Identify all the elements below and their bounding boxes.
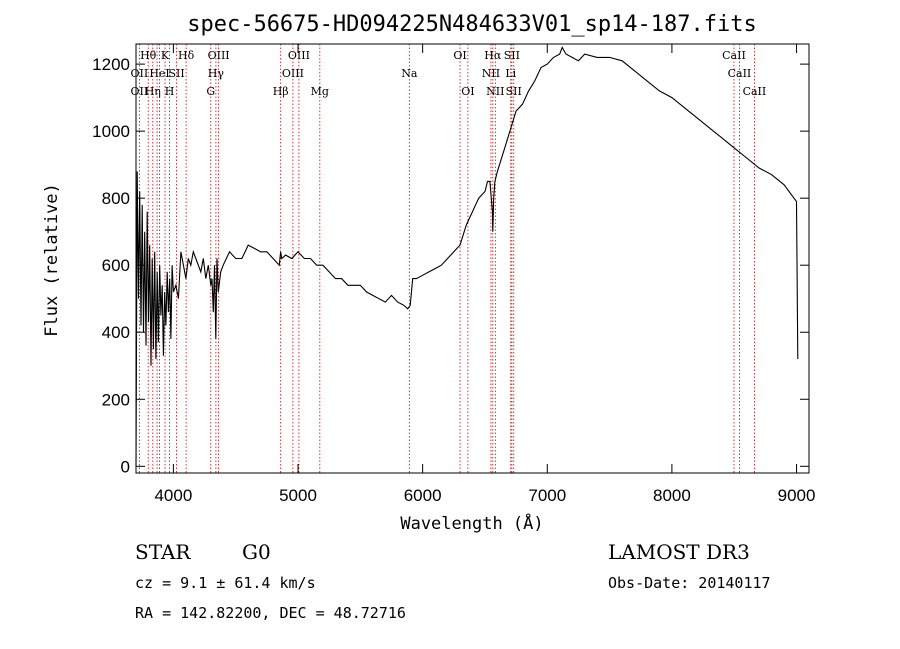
line-label: OII: [131, 85, 149, 98]
line-label: CaII: [743, 85, 767, 98]
line-label: H: [165, 85, 175, 98]
line-label: Hη: [145, 85, 161, 98]
x-tick-label: 9000: [778, 486, 816, 505]
y-tick-label: 1200: [92, 55, 130, 74]
line-label: Hγ: [208, 67, 225, 80]
x-tick-label: 7000: [528, 486, 566, 505]
redshift-readout: cz = 9.1 ± 61.4 km/s: [135, 574, 316, 592]
observation-date: Obs-Date: 20140117: [608, 574, 771, 592]
y-axis-title: Flux (relative): [42, 183, 62, 337]
line-label: CaII: [722, 49, 746, 62]
line-label: NII: [486, 85, 504, 98]
spectrum-series-line: [135, 46, 799, 467]
line-label: CaII: [728, 67, 752, 80]
x-axis: 4000 5000 6000 7000 8000 9000: [154, 44, 815, 505]
y-tick-label: 200: [102, 390, 130, 409]
y-tick-label: 1000: [92, 122, 130, 141]
plot-frame: [135, 43, 810, 474]
line-label: OI: [461, 85, 474, 98]
survey-name: LAMOST DR3: [608, 540, 750, 564]
coordinates-readout: RA = 142.82200, DEC = 48.72716: [135, 604, 406, 622]
line-label: OIII: [288, 49, 310, 62]
y-tick-label: 400: [102, 323, 130, 342]
line-label: NII: [482, 67, 500, 80]
line-label: SII: [504, 49, 520, 62]
line-label: SII: [169, 67, 185, 80]
line-label: Hα: [484, 49, 502, 62]
line-label: OII: [131, 67, 149, 80]
x-tick-label: 5000: [279, 486, 317, 505]
object-class: STAR: [135, 540, 191, 564]
x-axis-title: Wavelength (Å): [400, 512, 543, 534]
line-label: OI: [453, 49, 466, 62]
line-label: HeI: [149, 67, 169, 80]
line-label: OIII: [208, 49, 230, 62]
y-tick-label: 600: [102, 256, 130, 275]
line-label: Hθ: [140, 49, 157, 62]
x-tick-label: 8000: [653, 486, 691, 505]
line-label: Na: [401, 67, 418, 80]
chart-title: spec-56675-HD094225N484633V01_sp14-187.f…: [187, 12, 757, 37]
line-label: Li: [505, 67, 516, 80]
x-tick-label: 6000: [404, 486, 442, 505]
line-label: K: [161, 49, 170, 62]
object-subclass: G0: [242, 540, 271, 564]
line-label: Hδ: [178, 49, 195, 62]
line-label: SII: [506, 85, 522, 98]
y-tick-label: 800: [102, 189, 130, 208]
y-tick-label: 0: [121, 457, 130, 476]
spectrum-chart: spec-56675-HD094225N484633V01_sp14-187.f…: [42, 12, 815, 534]
spectral-line-markers: [138, 44, 755, 473]
line-label: Hβ: [273, 85, 289, 98]
y-axis: 0 200 400 600 800 1000 1200: [92, 55, 809, 476]
line-label: Mg: [311, 85, 329, 98]
line-label: OIII: [282, 67, 304, 80]
line-label: G: [206, 85, 215, 98]
x-tick-label: 4000: [154, 486, 192, 505]
